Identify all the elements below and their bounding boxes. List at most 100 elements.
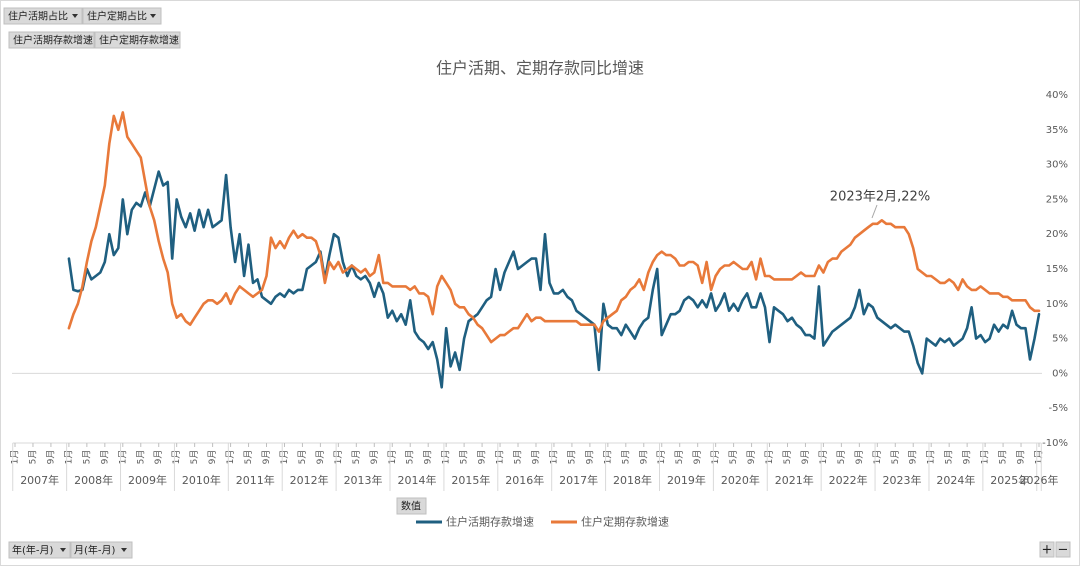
x-tick-label: 5月 xyxy=(459,450,470,465)
year-label: 2023年 xyxy=(883,473,922,487)
field-button[interactable]: 住户活期存款增速 xyxy=(8,31,95,49)
x-tick-label: 5月 xyxy=(135,450,146,465)
x-tick-label: 5月 xyxy=(836,450,847,465)
x-tick-label: 1月 xyxy=(171,450,182,465)
collapse-label: − xyxy=(1058,543,1069,558)
axis-field-button[interactable]: 月(年-月) xyxy=(70,541,133,559)
expand-label: + xyxy=(1042,543,1053,558)
x-tick-label: 5月 xyxy=(620,450,631,465)
x-tick-label: 1月 xyxy=(872,450,883,465)
y-tick-label: -10% xyxy=(1042,438,1068,449)
x-tick-label: 5月 xyxy=(890,450,901,465)
x-tick-label: 9月 xyxy=(45,450,56,465)
x-tick-label: 5月 xyxy=(27,450,38,465)
series-line xyxy=(67,170,1041,389)
x-tick-label: 9月 xyxy=(530,450,541,465)
year-label: 2020年 xyxy=(721,473,760,487)
field-label: 住户定期存款增速 xyxy=(99,34,179,47)
year-label: 2014年 xyxy=(397,473,436,487)
x-tick-label: 9月 xyxy=(746,450,757,465)
year-label: 2009年 xyxy=(128,473,167,487)
dropdown-icon xyxy=(72,14,78,18)
x-tick-label: 1月 xyxy=(225,450,236,465)
x-tick-label: 1月 xyxy=(656,450,667,465)
x-tick-label: 9月 xyxy=(153,450,164,465)
dropdown-icon xyxy=(150,14,156,18)
x-tick-label: 1月 xyxy=(333,450,344,465)
values-button[interactable]: 数值 xyxy=(396,497,427,515)
year-label: 2012年 xyxy=(290,473,329,487)
year-label: 2013年 xyxy=(344,473,383,487)
x-tick-label: 5月 xyxy=(513,450,524,465)
field-button[interactable]: 住户定期存款增速 xyxy=(94,31,181,49)
axis-field-label: 年(年-月) xyxy=(12,544,54,557)
year-label: 2021年 xyxy=(775,473,814,487)
x-tick-label: 1月 xyxy=(818,450,829,465)
x-tick-label: 1月 xyxy=(548,450,559,465)
annotation: 2023年2月,22% xyxy=(830,190,930,205)
year-label: 2019年 xyxy=(667,473,706,487)
x-tick-label: 1月 xyxy=(1034,450,1045,465)
x-tick-label: 5月 xyxy=(405,450,416,465)
x-tick-label: 9月 xyxy=(800,450,811,465)
chart-title: 住户活期、定期存款同比增速 xyxy=(436,59,644,78)
x-tick-label: 5月 xyxy=(243,450,254,465)
axis-field-button[interactable]: 年(年-月) xyxy=(8,541,71,559)
x-tick-label: 1月 xyxy=(926,450,937,465)
x-tick-label: 9月 xyxy=(423,450,434,465)
x-tick-label: 1月 xyxy=(602,450,613,465)
y-tick-label: 25% xyxy=(1046,194,1068,205)
x-tick-label: 9月 xyxy=(207,450,218,465)
x-tick-label: 5月 xyxy=(944,450,955,465)
x-tick-label: 9月 xyxy=(369,450,380,465)
year-label: 2017年 xyxy=(559,473,598,487)
year-label: 2025年 xyxy=(990,473,1029,487)
x-tick-label: 1月 xyxy=(279,450,290,465)
year-label: 2007年 xyxy=(20,473,59,487)
x-tick-label: 1月 xyxy=(10,450,21,465)
x-tick-label: 9月 xyxy=(962,450,973,465)
collapse-button[interactable]: − xyxy=(1055,541,1071,558)
x-tick-label: 5月 xyxy=(81,450,92,465)
x-tick-label: 5月 xyxy=(674,450,685,465)
x-tick-label: 9月 xyxy=(261,450,272,465)
expand-button[interactable]: + xyxy=(1039,541,1055,558)
y-tick-label: 35% xyxy=(1046,125,1068,136)
year-label: 2018年 xyxy=(613,473,652,487)
x-tick-label: 5月 xyxy=(728,450,739,465)
y-tick-label: 10% xyxy=(1046,299,1068,310)
x-tick-label: 5月 xyxy=(297,450,308,465)
x-tick-label: 1月 xyxy=(764,450,775,465)
year-label: 2022年 xyxy=(829,473,868,487)
year-label: 2010年 xyxy=(182,473,221,487)
filter-button[interactable]: 住户活期占比 xyxy=(3,7,83,25)
y-tick-label: 0% xyxy=(1052,368,1068,379)
x-tick-label: 9月 xyxy=(477,450,488,465)
filter-label: 住户活期占比 xyxy=(8,10,68,23)
x-tick-label: 5月 xyxy=(189,450,200,465)
x-tick-label: 9月 xyxy=(315,450,326,465)
legend-label: 住户定期存款增速 xyxy=(581,515,669,529)
field-label: 住户活期存款增速 xyxy=(13,34,93,47)
x-tick-label: 1月 xyxy=(441,450,452,465)
x-tick-label: 5月 xyxy=(351,450,362,465)
x-tick-label: 1月 xyxy=(63,450,74,465)
y-tick-label: 5% xyxy=(1052,334,1068,345)
values-label: 数值 xyxy=(401,500,421,513)
x-tick-label: 1月 xyxy=(710,450,721,465)
y-tick-label: 20% xyxy=(1046,229,1068,240)
x-tick-label: 1月 xyxy=(387,450,398,465)
filter-button[interactable]: 住户定期占比 xyxy=(82,7,162,25)
x-tick-label: 9月 xyxy=(854,450,865,465)
annotation-leader xyxy=(871,204,878,219)
legend-label: 住户活期存款增速 xyxy=(446,515,534,529)
dropdown-icon xyxy=(60,548,66,552)
x-tick-label: 5月 xyxy=(782,450,793,465)
y-tick-label: 40% xyxy=(1046,90,1068,101)
y-tick-label: -5% xyxy=(1049,403,1068,414)
y-tick-label: 15% xyxy=(1046,264,1068,275)
x-tick-label: 9月 xyxy=(584,450,595,465)
series-line xyxy=(67,111,1041,344)
axis-field-label: 月(年-月) xyxy=(74,544,116,557)
year-label: 2015年 xyxy=(451,473,490,487)
